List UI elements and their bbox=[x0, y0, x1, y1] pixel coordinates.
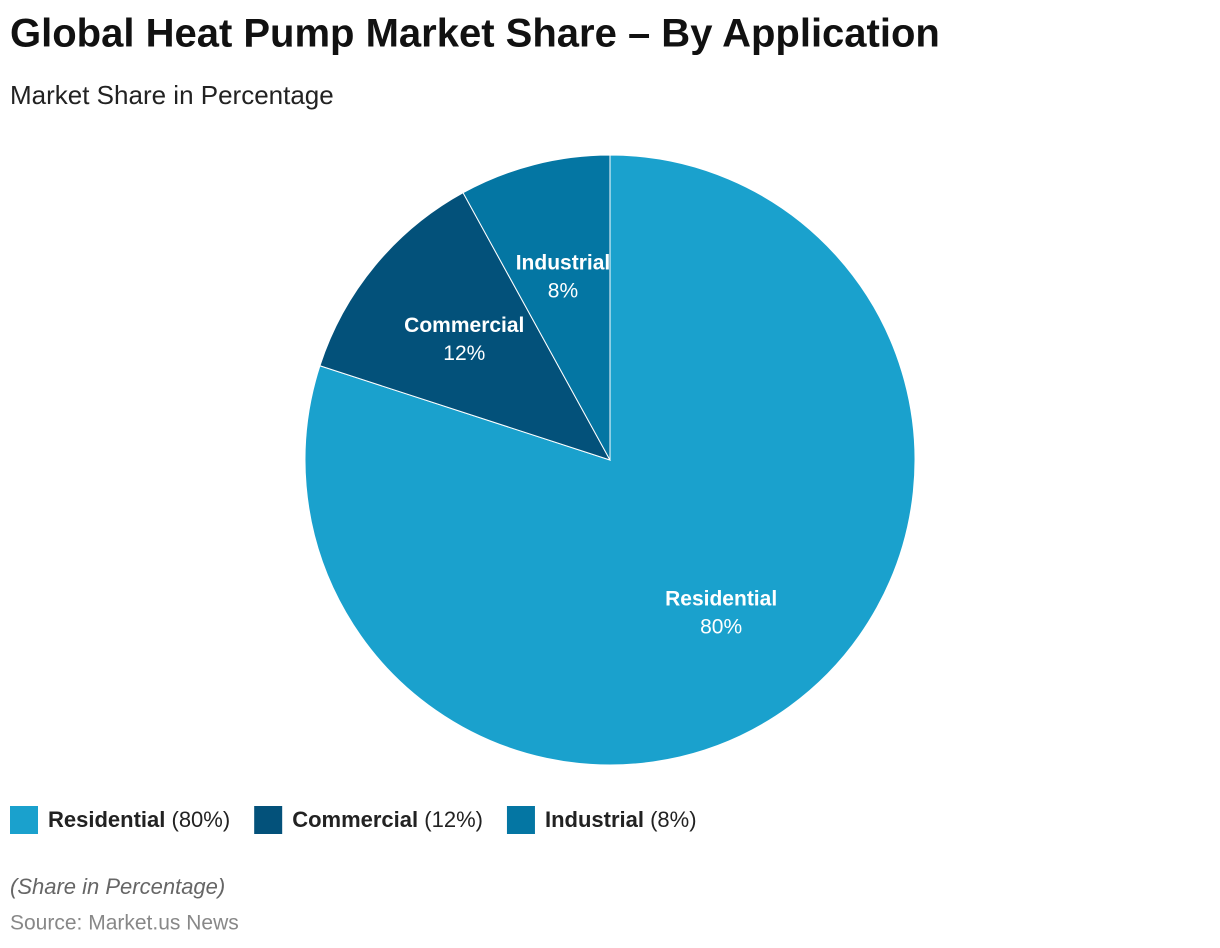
pie-slice bbox=[319, 192, 612, 461]
legend-entry: Commercial (12%) bbox=[292, 807, 483, 832]
legend-swatch bbox=[10, 806, 38, 834]
note: (Share in Percentage) bbox=[10, 874, 225, 899]
slice-value: 80% bbox=[700, 616, 742, 639]
chart-subtitle: Market Share in Percentage bbox=[10, 80, 334, 110]
legend-name: Industrial bbox=[545, 807, 644, 832]
slice-label: Commercial bbox=[404, 314, 524, 337]
pie-slice bbox=[462, 154, 611, 461]
legend-name: Commercial bbox=[292, 807, 418, 832]
slice-label: Residential bbox=[665, 588, 777, 611]
chart-title: Global Heat Pump Market Share – By Appli… bbox=[10, 12, 940, 56]
slice-value: 12% bbox=[443, 342, 485, 365]
source: Source: Market.us News bbox=[10, 912, 239, 935]
slice-label: Industrial bbox=[516, 251, 611, 274]
legend-swatch bbox=[506, 806, 535, 834]
legend-swatch bbox=[254, 806, 283, 834]
legend-value: (12%) bbox=[424, 807, 483, 832]
legend-value: (80%) bbox=[172, 807, 231, 832]
legend-entry: Residential (80%) bbox=[48, 807, 230, 832]
legend-name: Residential bbox=[48, 807, 165, 832]
legend-entry: Industrial (8%) bbox=[545, 807, 697, 832]
legend-value: (8%) bbox=[650, 807, 696, 832]
slice-value: 8% bbox=[548, 279, 578, 302]
